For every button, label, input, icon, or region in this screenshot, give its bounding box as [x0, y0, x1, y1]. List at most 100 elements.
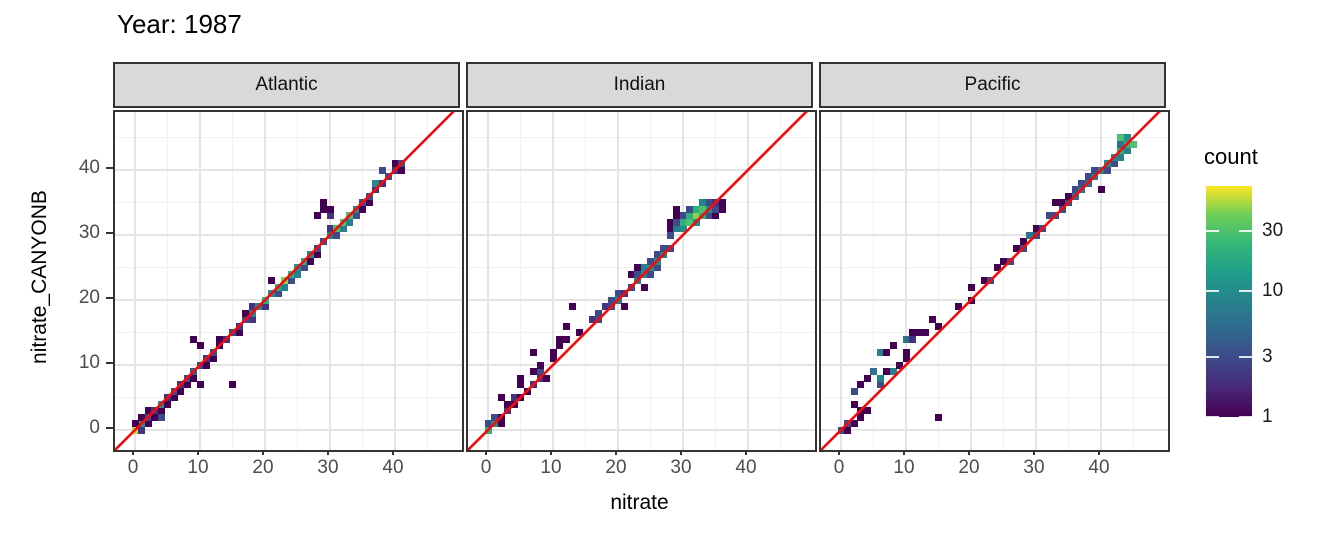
facet-strip-label: Pacific — [964, 74, 1021, 95]
count-bin — [1071, 186, 1079, 193]
minor-grid-line-v — [167, 112, 168, 450]
count-bin — [1123, 147, 1131, 154]
x-tick-label: 0 — [127, 457, 139, 478]
x-tick-label: 10 — [187, 457, 209, 478]
count-bin — [229, 381, 236, 388]
count-bin — [365, 199, 373, 206]
count-bin — [491, 413, 498, 421]
count-bin — [679, 225, 687, 232]
count-bin — [1097, 186, 1105, 193]
count-bin — [287, 277, 295, 284]
minor-grid-line-v — [1003, 112, 1004, 450]
x-tick-label: 40 — [382, 457, 404, 478]
facet-strip-atlantic: Atlantic — [113, 62, 460, 108]
y-tick-label: 0 — [89, 417, 100, 438]
y-tick-mark — [106, 427, 113, 429]
count-bin — [1019, 238, 1027, 245]
identity-line — [468, 112, 808, 450]
panel-atlantic — [113, 110, 464, 452]
count-bin — [138, 413, 145, 421]
count-bin — [196, 342, 204, 349]
count-bin — [497, 394, 505, 401]
minor-grid-line-h — [821, 137, 1168, 138]
count-bin — [889, 342, 897, 349]
count-bin — [216, 335, 223, 343]
count-bin — [352, 212, 360, 219]
count-bin — [131, 420, 139, 427]
major-grid-line-h — [821, 234, 1168, 236]
major-grid-line-h — [468, 234, 815, 236]
count-bin — [870, 368, 877, 375]
count-bin — [1117, 153, 1124, 161]
count-bin — [190, 335, 197, 343]
minor-grid-line-v — [1133, 112, 1134, 450]
count-bin — [562, 322, 570, 330]
major-grid-line-v — [1100, 112, 1102, 450]
minor-grid-line-h — [115, 137, 462, 138]
count-bin — [1013, 244, 1020, 252]
count-bin — [653, 264, 661, 271]
y-tick-label: 10 — [78, 352, 100, 373]
count-bin — [686, 218, 693, 226]
count-bin — [666, 218, 674, 226]
count-bin — [1091, 166, 1098, 174]
count-bin — [543, 374, 550, 382]
count-bin — [575, 329, 583, 336]
count-bin — [562, 335, 570, 343]
count-bin — [857, 413, 864, 421]
count-bin — [718, 205, 726, 213]
count-bin — [1045, 212, 1053, 219]
count-bin — [712, 205, 719, 213]
legend-tick-mark — [1239, 356, 1252, 359]
facet-strip-label: Atlantic — [255, 74, 318, 95]
count-bin — [967, 283, 975, 291]
major-grid-line-v — [905, 112, 907, 450]
count-bin — [902, 348, 910, 356]
count-bin — [320, 199, 327, 206]
count-bin — [339, 225, 347, 232]
major-grid-line-v — [747, 112, 749, 450]
legend-tick-mark — [1206, 356, 1219, 359]
x-tick-label: 20 — [605, 457, 627, 478]
count-bin — [883, 368, 890, 375]
count-bin — [595, 309, 602, 317]
legend-title: count — [1204, 144, 1258, 169]
major-grid-line-v — [1035, 112, 1037, 450]
count-bin — [928, 316, 936, 323]
x-tick-label: 10 — [893, 457, 915, 478]
major-grid-line-h — [115, 429, 462, 431]
x-tick-label: 0 — [480, 457, 492, 478]
count-bin — [993, 264, 1001, 271]
minor-grid-line-v — [650, 112, 651, 450]
count-bin — [954, 303, 962, 310]
y-tick-label: 20 — [78, 287, 100, 308]
count-bin — [151, 413, 158, 421]
x-tick-label: 40 — [1088, 457, 1110, 478]
count-bin — [359, 205, 366, 213]
count-bin — [536, 361, 544, 369]
major-grid-line-v — [970, 112, 972, 450]
legend-tick-mark — [1206, 416, 1219, 418]
count-bin — [378, 166, 386, 174]
count-bin — [1130, 140, 1137, 148]
count-bin — [530, 368, 537, 375]
count-bin — [640, 283, 648, 291]
count-bin — [705, 199, 713, 206]
x-tick-label: 30 — [670, 457, 692, 478]
minor-grid-line-v — [585, 112, 586, 450]
count-bin — [883, 348, 890, 356]
major-grid-line-h — [115, 169, 462, 171]
count-bin — [902, 355, 910, 362]
count-bin — [699, 205, 706, 213]
count-bin — [281, 283, 288, 291]
x-tick-label: 20 — [252, 457, 274, 478]
count-bin — [1065, 192, 1072, 200]
legend-tick-label: 3 — [1262, 346, 1273, 368]
major-grid-line-v — [134, 112, 136, 450]
legend-tick-label: 1 — [1262, 406, 1273, 427]
count-bin — [164, 400, 171, 408]
count-bin — [203, 361, 210, 369]
count-bin — [647, 257, 654, 265]
minor-grid-line-v — [938, 112, 939, 450]
